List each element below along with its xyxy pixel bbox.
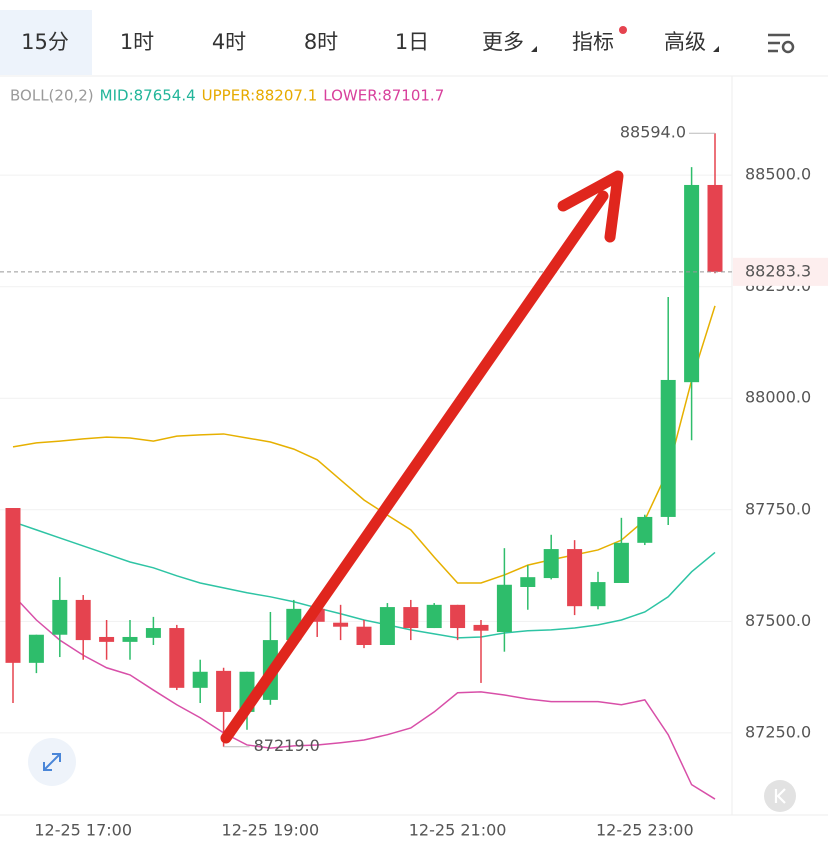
candle-body — [426, 604, 442, 629]
selected-tab-bg — [0, 10, 92, 75]
boll-line — [12, 305, 716, 584]
candle-body — [684, 184, 700, 383]
indicator-legend: MID:87654.4 — [100, 87, 196, 105]
y-tick-label: 87500.0 — [745, 611, 811, 630]
last-price-label: 88283.3 — [745, 261, 811, 280]
tab[interactable]: 15分 — [21, 30, 69, 54]
candle-body — [52, 599, 68, 635]
max-label: 88594.0 — [620, 123, 686, 142]
candle-body — [5, 508, 21, 663]
candle-body — [192, 671, 208, 688]
tab[interactable]: 更多 — [482, 30, 524, 54]
notice-dot — [619, 26, 627, 34]
tab[interactable]: 高级 — [664, 30, 706, 54]
x-tick-label: 12-25 21:00 — [409, 821, 507, 840]
candle-body — [99, 636, 115, 642]
trend-arrow — [220, 170, 624, 744]
candle-body — [660, 379, 676, 517]
collapse-button[interactable] — [764, 780, 796, 812]
candle-body — [473, 624, 489, 631]
tab[interactable]: 1时 — [120, 30, 154, 54]
expand-button[interactable] — [28, 738, 76, 786]
settings-icon[interactable] — [768, 33, 795, 54]
candle-body — [145, 628, 161, 638]
candle-body — [590, 582, 606, 607]
candle-body — [520, 577, 536, 587]
candle-body — [356, 626, 372, 645]
tab[interactable]: 4时 — [212, 30, 246, 54]
indicator-legend: BOLL(20,2) — [10, 87, 94, 105]
indicator-legend: UPPER:88207.1 — [202, 87, 318, 105]
candle-body — [450, 604, 466, 629]
candle-body — [707, 184, 723, 272]
boll-line — [12, 594, 716, 800]
candle-body — [169, 628, 185, 688]
y-tick-label: 87250.0 — [745, 722, 811, 741]
last-price-tag-bg — [733, 257, 828, 286]
tab[interactable]: 1日 — [395, 30, 429, 54]
candle-body — [379, 607, 395, 645]
candle-body — [567, 549, 583, 607]
indicator-legend: LOWER:87101.7 — [323, 87, 444, 105]
y-tick-label: 88500.0 — [745, 165, 811, 184]
x-tick-label: 12-25 19:00 — [222, 821, 320, 840]
candle-body — [216, 670, 232, 712]
candle-body — [613, 542, 629, 583]
candle-body — [28, 634, 44, 663]
candle-body — [496, 584, 512, 633]
candle-body — [333, 622, 349, 627]
y-tick-label: 87750.0 — [745, 499, 811, 518]
x-tick-label: 12-25 23:00 — [596, 821, 694, 840]
y-tick-label: 88000.0 — [745, 388, 811, 407]
tab[interactable]: 指标 — [572, 30, 614, 54]
candle-body — [75, 599, 91, 641]
tab[interactable]: 8时 — [304, 30, 338, 54]
tab-bar — [0, 0, 828, 75]
dropdown-caret — [713, 46, 719, 52]
candle-body — [543, 549, 559, 579]
dropdown-caret — [531, 46, 537, 52]
candle-body — [122, 636, 138, 642]
candle-body — [637, 516, 653, 543]
x-tick-label: 12-25 17:00 — [34, 821, 132, 840]
min-label: 87219.0 — [254, 736, 320, 755]
candle-body — [403, 607, 419, 629]
